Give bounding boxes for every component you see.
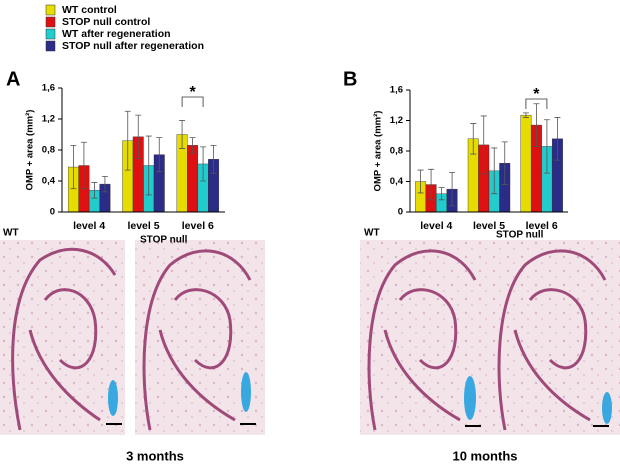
y-tick-label: 0,4 (42, 176, 56, 187)
error-bar (501, 141, 508, 185)
x-tick-label: level 5 (127, 220, 159, 232)
y-tick-label: 0,4 (390, 176, 404, 187)
error-bar (449, 171, 456, 207)
error-bar (145, 135, 152, 196)
annotation: * (189, 84, 196, 101)
image-label: STOP null (140, 235, 188, 246)
x-tick-label: level 6 (526, 220, 558, 232)
y-tick-label: 1,6 (42, 83, 55, 94)
error-bar (438, 187, 445, 201)
error-bar (533, 103, 540, 147)
error-bar (200, 146, 207, 182)
error-bar (189, 137, 196, 154)
error-bar (124, 110, 131, 171)
legend-label: STOP null after regeneration (62, 40, 204, 52)
y-tick-label: 0,8 (390, 146, 403, 157)
bar (187, 145, 199, 213)
y-tick-label: 0,8 (42, 145, 55, 156)
image (360, 240, 490, 435)
y-tick-label: 0 (50, 207, 55, 218)
legend-swatch (45, 40, 56, 52)
x-tick-label: level 6 (182, 220, 214, 232)
significance-bracket (525, 98, 548, 109)
image-label: WT (364, 228, 380, 239)
error-bar (470, 123, 477, 155)
image-label: WT (3, 228, 19, 239)
error-bar (428, 168, 435, 201)
legend-swatch (45, 28, 56, 40)
error-bar (156, 137, 163, 173)
y-axis-title: OMP + area (mm²) (25, 110, 36, 191)
legend-swatch (45, 16, 56, 28)
error-bar (80, 141, 87, 190)
y-axis-title: OMP + area (mm²) (373, 111, 384, 192)
x-tick-label: level 5 (473, 220, 505, 232)
legend-swatch (45, 4, 56, 16)
image (490, 240, 620, 435)
y-tick-label: 1,2 (390, 115, 403, 126)
age-label: 3 months (126, 448, 184, 463)
x-tick-label: level 4 (420, 220, 452, 232)
panel-label: A (6, 68, 20, 90)
error-bar (491, 147, 498, 195)
error-bar (417, 169, 424, 194)
image-label: STOP null (496, 230, 544, 241)
significance-bracket (181, 96, 204, 107)
legend-label: WT after regeneration (62, 28, 171, 40)
x-tick-label: level 4 (73, 220, 105, 232)
image (0, 240, 125, 435)
error-bar (554, 117, 561, 161)
annotation: * (533, 86, 540, 103)
panel-label: B (343, 68, 357, 90)
image (135, 240, 265, 435)
error-bar (480, 115, 487, 175)
error-bar (135, 114, 142, 159)
error-bar (70, 144, 77, 190)
histology-images (0, 240, 620, 435)
error-bar (179, 120, 186, 149)
error-bar (210, 144, 217, 174)
error-bar (91, 182, 98, 199)
y-tick-label: 1,2 (42, 114, 55, 125)
legend-label: STOP null control (62, 16, 150, 28)
bar (520, 114, 532, 213)
age-label: 10 months (452, 448, 517, 463)
legend-label: WT control (62, 4, 117, 16)
y-tick-label: 0 (398, 207, 403, 218)
error-bar (543, 119, 550, 174)
y-tick-label: 1,6 (390, 85, 403, 96)
error-bar (522, 112, 529, 118)
error-bar (101, 175, 108, 193)
